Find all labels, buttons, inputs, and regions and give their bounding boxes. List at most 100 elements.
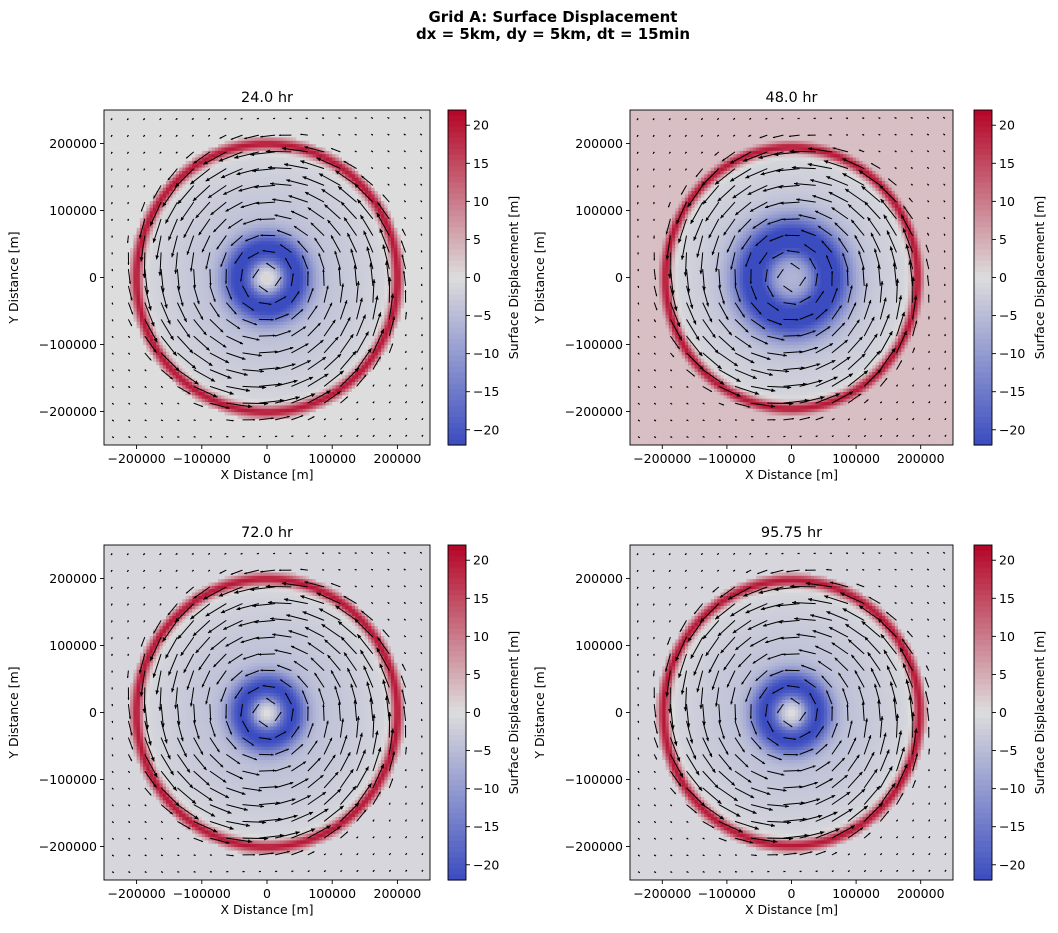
heatmap-cell xyxy=(107,371,112,376)
heatmap-cell xyxy=(227,324,232,329)
heatmap-cell xyxy=(123,324,128,329)
heatmap-cell xyxy=(351,300,356,305)
heatmap-cell xyxy=(364,351,369,356)
heatmap-cell xyxy=(126,364,131,369)
heatmap-cell xyxy=(384,297,389,302)
heatmap-cell xyxy=(273,364,278,369)
heatmap-cell xyxy=(257,408,262,413)
heatmap-cell xyxy=(211,408,216,413)
heatmap-cell xyxy=(234,317,239,322)
heatmap-cell xyxy=(143,327,147,332)
heatmap-cell xyxy=(117,304,121,309)
heatmap-cell xyxy=(384,411,389,416)
heatmap-cell xyxy=(208,441,213,445)
heatmap-cell xyxy=(107,391,112,396)
heatmap-cell xyxy=(286,354,291,359)
heatmap-cell xyxy=(198,424,203,429)
heatmap-cell xyxy=(188,351,193,356)
heatmap-cell xyxy=(312,321,317,325)
heatmap-cell xyxy=(319,307,324,312)
heatmap-cell xyxy=(152,351,157,356)
heatmap-cell xyxy=(165,431,170,436)
heatmap-cell xyxy=(280,364,284,369)
heatmap-cell xyxy=(263,404,268,409)
heatmap-cell xyxy=(227,347,232,352)
heatmap-cell xyxy=(152,371,157,376)
heatmap-cell xyxy=(400,434,405,439)
heatmap-cell xyxy=(139,391,144,396)
heatmap-cell xyxy=(283,317,288,322)
heatmap-cell xyxy=(159,341,164,346)
heatmap-cell xyxy=(397,327,402,332)
heatmap-cell xyxy=(250,324,255,329)
heatmap-cell xyxy=(270,341,275,346)
heatmap-cell xyxy=(423,434,428,439)
heatmap-cell xyxy=(400,441,405,445)
heatmap-cell xyxy=(394,300,398,305)
heatmap-cell xyxy=(390,324,395,329)
heatmap-cell xyxy=(237,314,242,319)
heatmap-cell xyxy=(338,367,343,372)
heatmap-cell xyxy=(351,357,356,362)
heatmap-cell xyxy=(123,331,128,336)
heatmap-cell xyxy=(218,311,222,315)
heatmap-cell xyxy=(361,431,366,436)
heatmap-cell xyxy=(361,428,366,433)
heatmap-cell xyxy=(224,378,229,382)
heatmap-cell xyxy=(312,421,317,426)
heatmap-cell xyxy=(214,441,219,445)
heatmap-cell xyxy=(293,371,297,376)
heatmap-cell xyxy=(165,321,170,325)
heatmap-cell xyxy=(358,314,363,319)
heatmap-cell xyxy=(218,324,222,329)
heatmap-cell xyxy=(273,381,278,386)
heatmap-cell xyxy=(426,304,430,309)
heatmap-cell xyxy=(172,321,177,325)
heatmap-cell xyxy=(306,344,310,349)
heatmap-cell xyxy=(247,314,252,319)
heatmap-cell xyxy=(312,394,317,399)
heatmap-cell xyxy=(374,371,379,376)
heatmap-cell xyxy=(364,438,369,443)
heatmap-cell xyxy=(195,354,200,359)
heatmap-cell xyxy=(113,418,118,423)
heatmap-cell xyxy=(338,364,343,369)
heatmap-cell xyxy=(309,388,314,392)
heatmap-cell xyxy=(104,307,108,312)
heatmap-cell xyxy=(351,424,356,429)
heatmap-cell xyxy=(416,431,421,436)
heatmap-cell xyxy=(195,438,200,443)
heatmap-cell xyxy=(270,334,275,339)
heatmap-cell xyxy=(120,394,125,399)
heatmap-cell xyxy=(178,327,183,332)
heatmap-cell xyxy=(296,401,301,406)
heatmap-cell xyxy=(263,331,268,336)
heatmap-cell xyxy=(107,307,112,312)
heatmap-cell xyxy=(247,424,252,429)
heatmap-cell xyxy=(136,351,141,356)
heatmap-cell xyxy=(312,351,317,356)
heatmap-cell xyxy=(205,357,209,362)
heatmap-cell xyxy=(394,297,398,302)
heatmap-cell xyxy=(244,341,249,346)
heatmap-cell xyxy=(312,398,317,403)
heatmap-cell xyxy=(152,311,157,315)
heatmap-cell xyxy=(205,347,209,352)
heatmap-cell xyxy=(397,401,402,406)
heatmap-cell xyxy=(338,351,343,356)
heatmap-cell xyxy=(381,391,385,396)
heatmap-cell xyxy=(302,347,307,352)
heatmap-cell xyxy=(319,327,324,332)
heatmap-cell xyxy=(139,441,144,445)
heatmap-cell xyxy=(364,344,369,349)
heatmap-cell xyxy=(234,357,239,362)
heatmap-cell xyxy=(192,354,196,359)
heatmap-cell xyxy=(403,371,408,376)
heatmap-cell xyxy=(420,347,425,352)
heatmap-cell xyxy=(192,307,196,312)
heatmap-cell xyxy=(361,388,366,392)
heatmap-cell xyxy=(374,408,379,413)
heatmap-cell xyxy=(175,391,180,396)
heatmap-cell xyxy=(139,424,144,429)
heatmap-cell xyxy=(182,428,187,433)
